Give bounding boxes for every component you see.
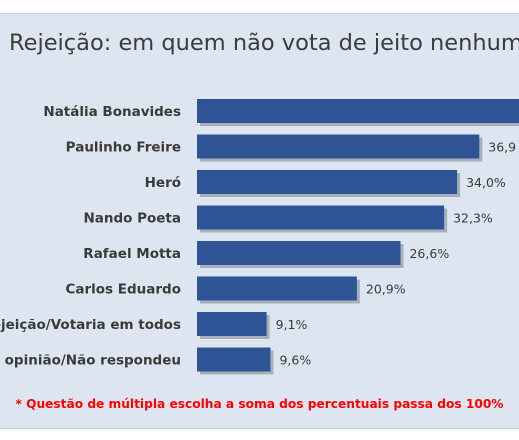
category-label: Sem opinião/Não respondeu — [0, 353, 181, 369]
category-label: Carlos Eduardo — [65, 282, 181, 298]
bar-chart: Natália Bonavides Paulinho Freire 36,9 Heró… — [0, 99, 519, 375]
value-label: 9,6% — [279, 353, 311, 368]
bar — [197, 347, 271, 372]
category-label: Paulinho Freire — [66, 140, 181, 156]
bar — [197, 276, 357, 301]
bar — [197, 241, 401, 265]
bar — [197, 170, 458, 194]
bar — [197, 205, 445, 230]
bar — [197, 99, 519, 123]
category-label: Não rejeição/Votaria em todos — [0, 317, 181, 333]
bar — [197, 312, 267, 336]
value-label: 9,1% — [276, 317, 308, 332]
value-label: 34,0% — [466, 175, 506, 190]
value-label: 32,3% — [453, 211, 493, 226]
category-label: Rafael Motta — [83, 246, 181, 262]
value-label: 26,6% — [409, 246, 449, 261]
chart-title: Rejeição: em quem não vota de jeito nenh… — [9, 30, 519, 56]
value-label: 20,9% — [366, 282, 406, 297]
chart-footnote: * Questão de múltipla escolha a soma dos… — [15, 397, 504, 411]
value-label: 36,9 — [488, 140, 516, 155]
category-label: Heró — [145, 175, 181, 191]
category-label: Nando Poeta — [83, 211, 181, 227]
category-label: Natália Bonavides — [43, 104, 181, 120]
bar — [197, 134, 480, 159]
bar-group: Natália Bonavides Paulinho Freire 36,9 Heró… — [0, 99, 519, 375]
chart-frame: Rejeição: em quem não vota de jeito nenh… — [0, 13, 519, 429]
